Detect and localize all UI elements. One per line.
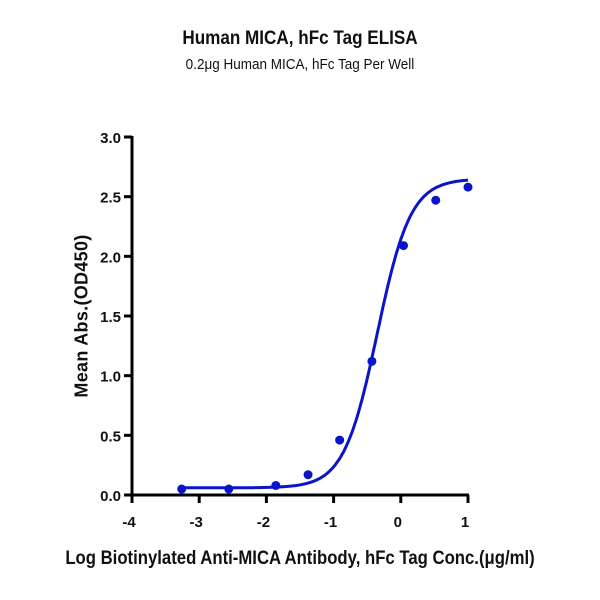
data-point (271, 480, 281, 490)
x-axis-label: Log Biotinylated Anti-MICA Antibody, hFc… (65, 548, 535, 569)
y-tick-label: 0.5 (100, 428, 121, 445)
y-tick-label: 3.0 (100, 130, 121, 147)
data-point (431, 195, 441, 205)
y-tick-label: 1.0 (100, 369, 121, 386)
data-point (367, 356, 377, 366)
x-tick-label: -3 (190, 514, 203, 531)
y-tick-label: 2.5 (100, 190, 121, 207)
data-point (335, 435, 345, 445)
x-tick-label: 0 (394, 514, 402, 531)
x-tick-label: -2 (257, 514, 270, 531)
chart-subtitle: 0.2μg Human MICA, hFc Tag Per Well (185, 56, 415, 73)
x-tick-label: -1 (324, 514, 337, 531)
y-tick-label: 0.0 (100, 488, 121, 505)
data-point (463, 182, 473, 192)
data-point (224, 484, 234, 494)
chart-title: Human MICA, hFc Tag ELISA (182, 28, 418, 49)
y-tick-label: 1.5 (100, 309, 121, 326)
data-point (398, 241, 408, 251)
data-point (303, 470, 313, 480)
fit-curve (181, 178, 469, 490)
data-point (177, 484, 187, 494)
axes: -4 -3 -2 -1 0 1 0.0 0.5 1.0 1.5 2.0 2.5 3.0 (100, 130, 470, 531)
y-tick-label: 2.0 (100, 249, 121, 266)
data-points (177, 182, 473, 494)
x-tick-label: -4 (122, 514, 136, 531)
x-tick-label: 1 (461, 514, 469, 531)
